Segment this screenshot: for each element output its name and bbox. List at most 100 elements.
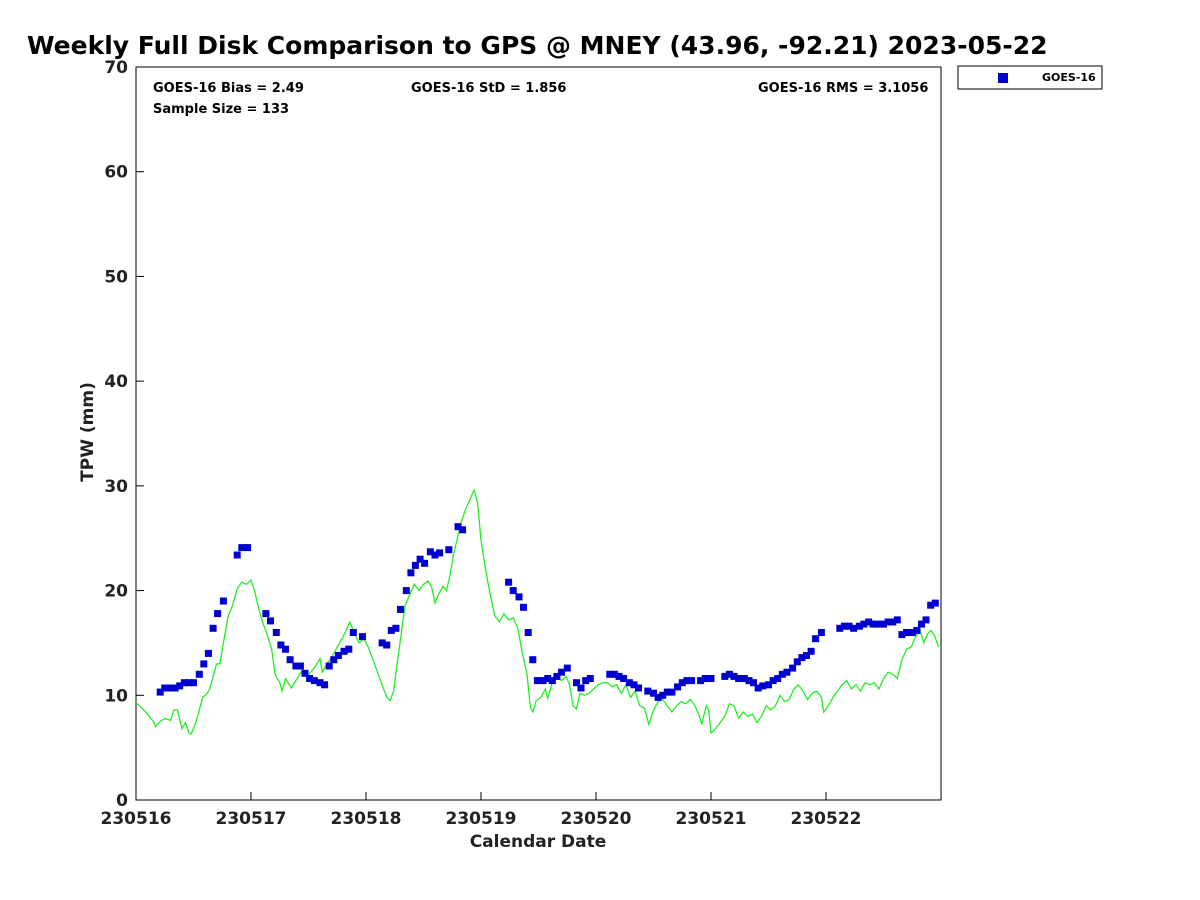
goes16-point [345, 645, 353, 653]
goes16-point [161, 684, 169, 692]
goes16-point [387, 626, 395, 634]
goes16-point [321, 681, 329, 689]
goes16-point [688, 677, 695, 685]
goes16-point [750, 679, 757, 687]
goes16-point [219, 597, 227, 605]
x-tick-label: 230522 [791, 809, 862, 829]
goes16-point [359, 633, 366, 641]
goes16-point [650, 689, 657, 697]
goes16-point [620, 675, 628, 682]
goes16-point [765, 681, 772, 689]
goes16-point [431, 551, 439, 559]
goes16-point [156, 688, 164, 696]
goes16-point [893, 616, 901, 624]
goes16-point [774, 675, 782, 682]
x-tick-label: 230517 [216, 809, 287, 829]
goes16-point [244, 544, 252, 552]
goes16-point [615, 672, 623, 680]
goes16-point [922, 616, 930, 624]
goes16-point [697, 677, 705, 685]
goes16-point [778, 670, 786, 678]
goes16-point [421, 559, 429, 567]
goes16-point [392, 624, 400, 632]
sample-size-stat: Sample Size = 133 [153, 102, 289, 117]
goes16-point [292, 662, 300, 670]
goes16-point [445, 546, 453, 554]
y-tick-label: 30 [104, 477, 128, 497]
goes16-point [529, 656, 537, 664]
x-tick-label: 230521 [676, 809, 747, 829]
y-axis-label: TPW (mm) [78, 382, 98, 482]
goes16-point [334, 652, 342, 659]
goes16-point [880, 620, 887, 628]
y-tick-label: 50 [104, 267, 128, 287]
goes16-point [238, 544, 246, 552]
goes16-point [606, 670, 614, 678]
goes16-point [426, 548, 434, 556]
goes16-point [563, 664, 571, 672]
y-tick-label: 10 [104, 686, 128, 706]
goes16-point [918, 620, 925, 628]
goes16-point [515, 593, 523, 601]
goes16-point [840, 622, 848, 630]
goes16-point [913, 626, 921, 634]
x-tick-label: 230519 [446, 809, 517, 829]
goes16-point [610, 670, 618, 678]
y-tick-label: 20 [104, 582, 128, 602]
goes16-point [707, 675, 715, 682]
goes16-point [845, 622, 853, 630]
std-stat: GOES-16 StD = 1.856 [411, 81, 566, 96]
goes16-point [635, 684, 642, 692]
goes16-point [803, 652, 810, 659]
goes16-point [402, 587, 410, 595]
goes16-point [855, 622, 863, 630]
goes16-point [663, 688, 671, 696]
goes16-point [668, 688, 676, 696]
goes16-point [807, 647, 815, 655]
legend-box [957, 65, 1103, 90]
goes16-point [860, 620, 868, 628]
x-tick-label: 230516 [101, 809, 172, 829]
goes16-point [798, 654, 806, 662]
goes16-point [214, 610, 222, 618]
goes16-point [701, 675, 709, 682]
goes16-point [817, 629, 825, 636]
plot-area [135, 66, 942, 801]
goes16-point [678, 679, 686, 687]
goes16-point [674, 683, 682, 691]
goes16-point [209, 624, 217, 632]
goes16-point [865, 618, 873, 626]
goes16-point [625, 679, 633, 687]
goes16-point [533, 677, 541, 685]
goes16-point [190, 679, 197, 687]
goes16-point [306, 675, 314, 682]
goes16-point [301, 669, 309, 677]
goes16-point [340, 647, 348, 655]
gps-line [135, 488, 940, 735]
goes16-point [325, 662, 333, 670]
goes16-point [330, 656, 338, 664]
x-axis-label: Calendar Date [470, 832, 607, 852]
goes16-point [783, 668, 791, 676]
goes16-point [436, 549, 444, 557]
goes16-point [233, 551, 241, 559]
goes16-point [509, 587, 517, 595]
goes16-point [573, 679, 580, 687]
goes16-point [683, 677, 691, 685]
y-tick-label: 60 [104, 163, 128, 183]
goes16-series [156, 523, 939, 701]
goes16-point [296, 662, 304, 670]
goes16-point [272, 629, 280, 636]
goes16-point [577, 684, 585, 692]
goes16-point [548, 677, 556, 685]
goes16-point [644, 687, 652, 695]
x-tick-label: 230518 [331, 809, 402, 829]
goes16-point [397, 605, 404, 613]
y-tick-label: 70 [104, 58, 128, 78]
x-tick-label: 230520 [561, 809, 632, 829]
goes16-point [539, 677, 547, 685]
goes16-point [836, 624, 844, 632]
goes16-point [903, 629, 910, 636]
goes16-point [316, 679, 324, 687]
